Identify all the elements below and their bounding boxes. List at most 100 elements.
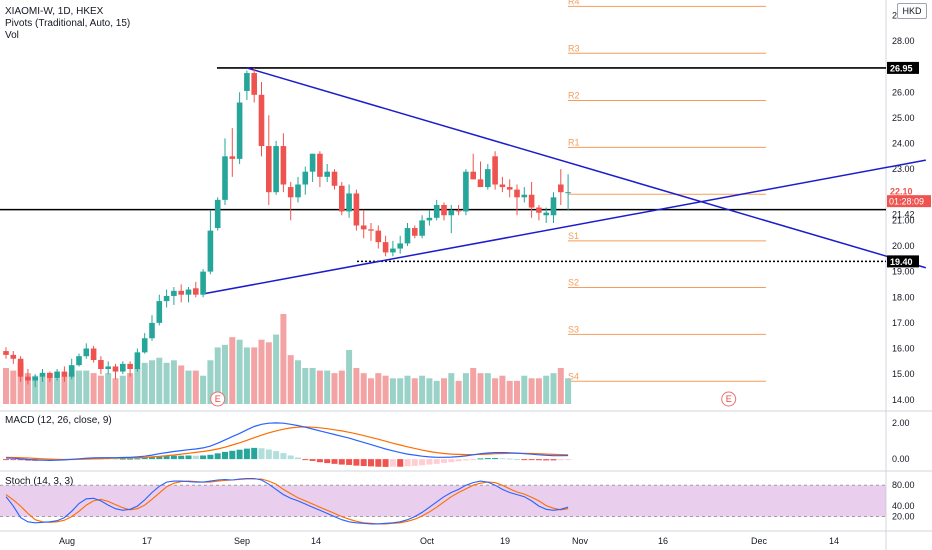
volume-bar: [506, 380, 513, 404]
volume-bar: [229, 337, 236, 404]
macd-histogram-bar: [448, 459, 455, 463]
candle-body: [90, 348, 97, 361]
macd-histogram-bar: [543, 459, 550, 461]
candle-body: [499, 184, 506, 188]
candle-body: [47, 372, 53, 378]
stoch-k-line: [5, 477, 569, 525]
countdown-bg: [887, 195, 931, 208]
volume-bar: [185, 370, 192, 404]
macd-histogram-bar: [273, 451, 280, 460]
candle-body: [185, 289, 192, 295]
volume-bar: [382, 375, 389, 404]
candle-body: [236, 102, 243, 159]
candle-body: [222, 156, 228, 200]
macd-histogram-bar: [17, 459, 24, 461]
volume-bar: [353, 368, 360, 404]
candle-body: [565, 192, 571, 194]
candle-body: [3, 351, 9, 355]
price-tick-label: 24.00: [892, 139, 915, 149]
volume-bar: [200, 375, 207, 404]
volume-bar: [287, 355, 294, 404]
stoch-tick-label: 20.00: [892, 512, 915, 522]
candle-body: [514, 189, 520, 198]
volume-bar: [302, 368, 309, 404]
macd-histogram-bar: [557, 459, 564, 461]
macd-histogram-bar: [229, 450, 236, 460]
candle-body: [134, 352, 141, 369]
legend-symbol: XIAOMI-W, 1D, HKEX: [5, 6, 104, 17]
macd-histogram-bar: [295, 457, 301, 460]
time-tick-label: Sep: [234, 536, 250, 546]
volume-bar: [76, 370, 82, 404]
candle-body: [506, 187, 513, 190]
volume-bar: [462, 373, 469, 404]
macd-histogram-bar: [207, 454, 214, 460]
candle-body: [178, 290, 184, 295]
macd-histogram-bar: [389, 459, 396, 467]
price-label-last: 22.10: [890, 187, 913, 197]
candle-body: [528, 194, 535, 208]
macd-histogram-bar: [3, 459, 9, 461]
candle-body: [375, 230, 382, 243]
macd-line: [5, 422, 569, 462]
macd-histogram-bar: [506, 458, 513, 460]
volume-bar: [178, 365, 185, 404]
macd-histogram-bar: [404, 459, 411, 467]
candle-body: [149, 322, 155, 339]
macd-histogram-bar: [550, 459, 557, 461]
stoch-band: [0, 485, 886, 517]
volume-bar: [338, 370, 345, 404]
volume-bar: [331, 373, 338, 404]
volume-bar: [265, 342, 272, 404]
volume-bar: [141, 362, 148, 404]
candle-body: [485, 169, 491, 188]
pivot-label: R1: [568, 137, 580, 147]
legend-vol: Vol: [5, 30, 19, 41]
candle-body: [353, 193, 360, 226]
candle-body: [339, 185, 345, 212]
volume-bar: [192, 370, 199, 404]
price-label-low: 19.40: [890, 257, 913, 267]
macd-histogram-bar: [243, 448, 250, 460]
candle-body: [397, 243, 403, 249]
volume-bar: [236, 339, 243, 404]
volume-bar: [105, 373, 112, 404]
macd-histogram-bar: [470, 459, 477, 461]
price-label-support: 21.42: [892, 210, 915, 220]
candle-body: [317, 153, 323, 177]
macd-histogram-bar: [499, 458, 506, 460]
volume-bar: [112, 378, 119, 404]
candle-body: [324, 171, 330, 177]
macd-histogram-bar: [251, 447, 258, 460]
candle-body: [273, 146, 279, 193]
macd-histogram-bar: [149, 457, 155, 460]
time-tick-label: Nov: [572, 536, 589, 546]
macd-histogram-bar: [535, 459, 542, 461]
macd-histogram-bar: [200, 455, 207, 460]
candle-body: [32, 376, 38, 381]
volume-bar: [243, 347, 250, 404]
macd-histogram-bar: [258, 448, 265, 460]
volume-bar: [484, 373, 491, 404]
stoch-d-line: [5, 478, 569, 525]
volume-bar: [448, 373, 455, 404]
macd-histogram-bar: [302, 459, 309, 461]
macd-histogram-bar: [265, 449, 272, 460]
price-tick-label: 21.00: [892, 215, 915, 225]
time-tick-label: 19: [500, 536, 510, 546]
macd-histogram-bar: [492, 458, 499, 460]
price-label-high: 26.95: [890, 63, 913, 73]
currency-button[interactable]: HKD: [897, 3, 927, 19]
macd-histogram-bar: [119, 458, 126, 460]
candle-body: [25, 376, 31, 381]
macd-histogram-bar: [192, 455, 199, 460]
price-tick-label: 25.00: [892, 113, 915, 123]
candle-body: [287, 187, 294, 198]
candle-body: [54, 371, 60, 378]
volume-bar: [470, 368, 477, 404]
candle-body: [360, 225, 367, 230]
price-tick-label: 28.00: [892, 36, 915, 46]
macd-histogram-bar: [127, 458, 134, 460]
macd-histogram-bar: [419, 459, 426, 466]
